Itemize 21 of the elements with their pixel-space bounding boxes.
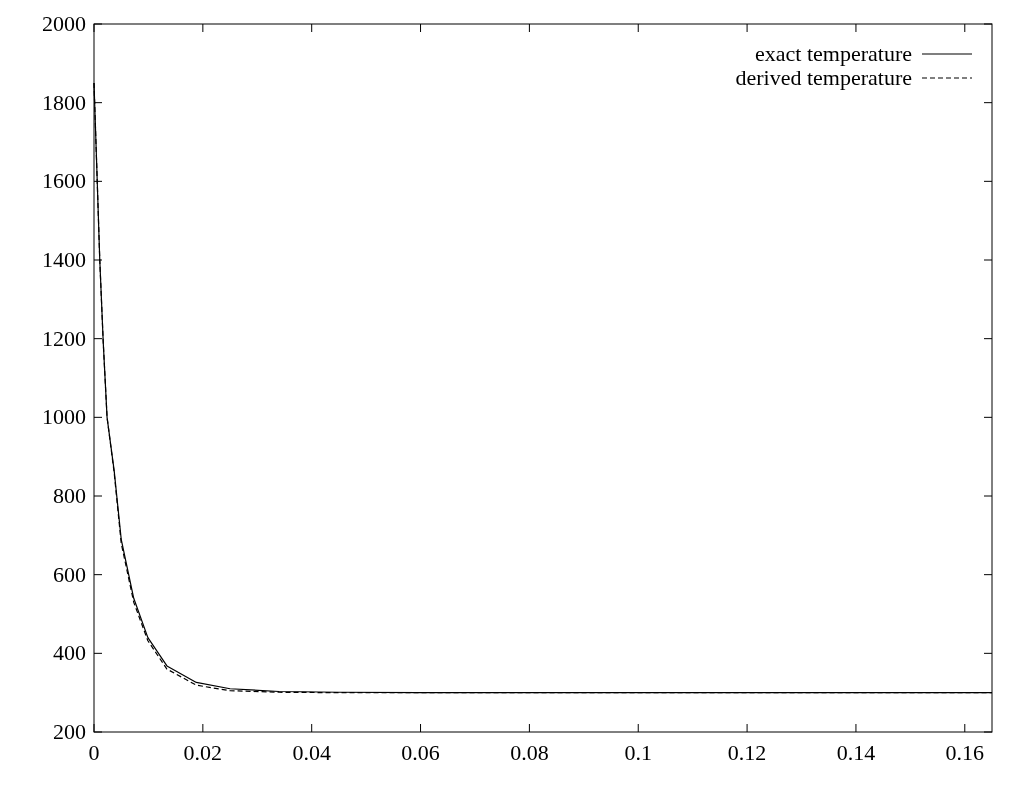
y-tick-label: 400 (53, 640, 86, 666)
x-tick-label: 0.08 (510, 740, 549, 765)
y-tick-label: 1800 (42, 89, 86, 115)
y-tick-label: 800 (53, 483, 86, 508)
y-tick-label: 1200 (42, 325, 86, 351)
x-tick-label: 0.02 (183, 740, 223, 765)
x-tick-label: 0.06 (401, 740, 440, 765)
y-tick-label: 1600 (42, 168, 86, 194)
y-tick-label: 200 (53, 719, 86, 744)
y-tick-label: 1400 (42, 247, 86, 272)
x-tick-label: 0.14 (836, 740, 876, 765)
x-tick-label: 0.1 (624, 740, 652, 765)
x-tick-label: 0.16 (945, 740, 985, 765)
legend-label: exact temperature (755, 41, 912, 66)
y-tick-label: 600 (53, 561, 86, 587)
x-tick-label: 0.12 (727, 740, 767, 765)
legend-label: derived temperature (735, 65, 912, 90)
x-tick-label: 0.04 (292, 740, 331, 765)
y-tick-label: 2000 (42, 11, 86, 36)
y-tick-label: 1000 (42, 404, 86, 430)
x-tick-label: 0 (88, 740, 100, 765)
